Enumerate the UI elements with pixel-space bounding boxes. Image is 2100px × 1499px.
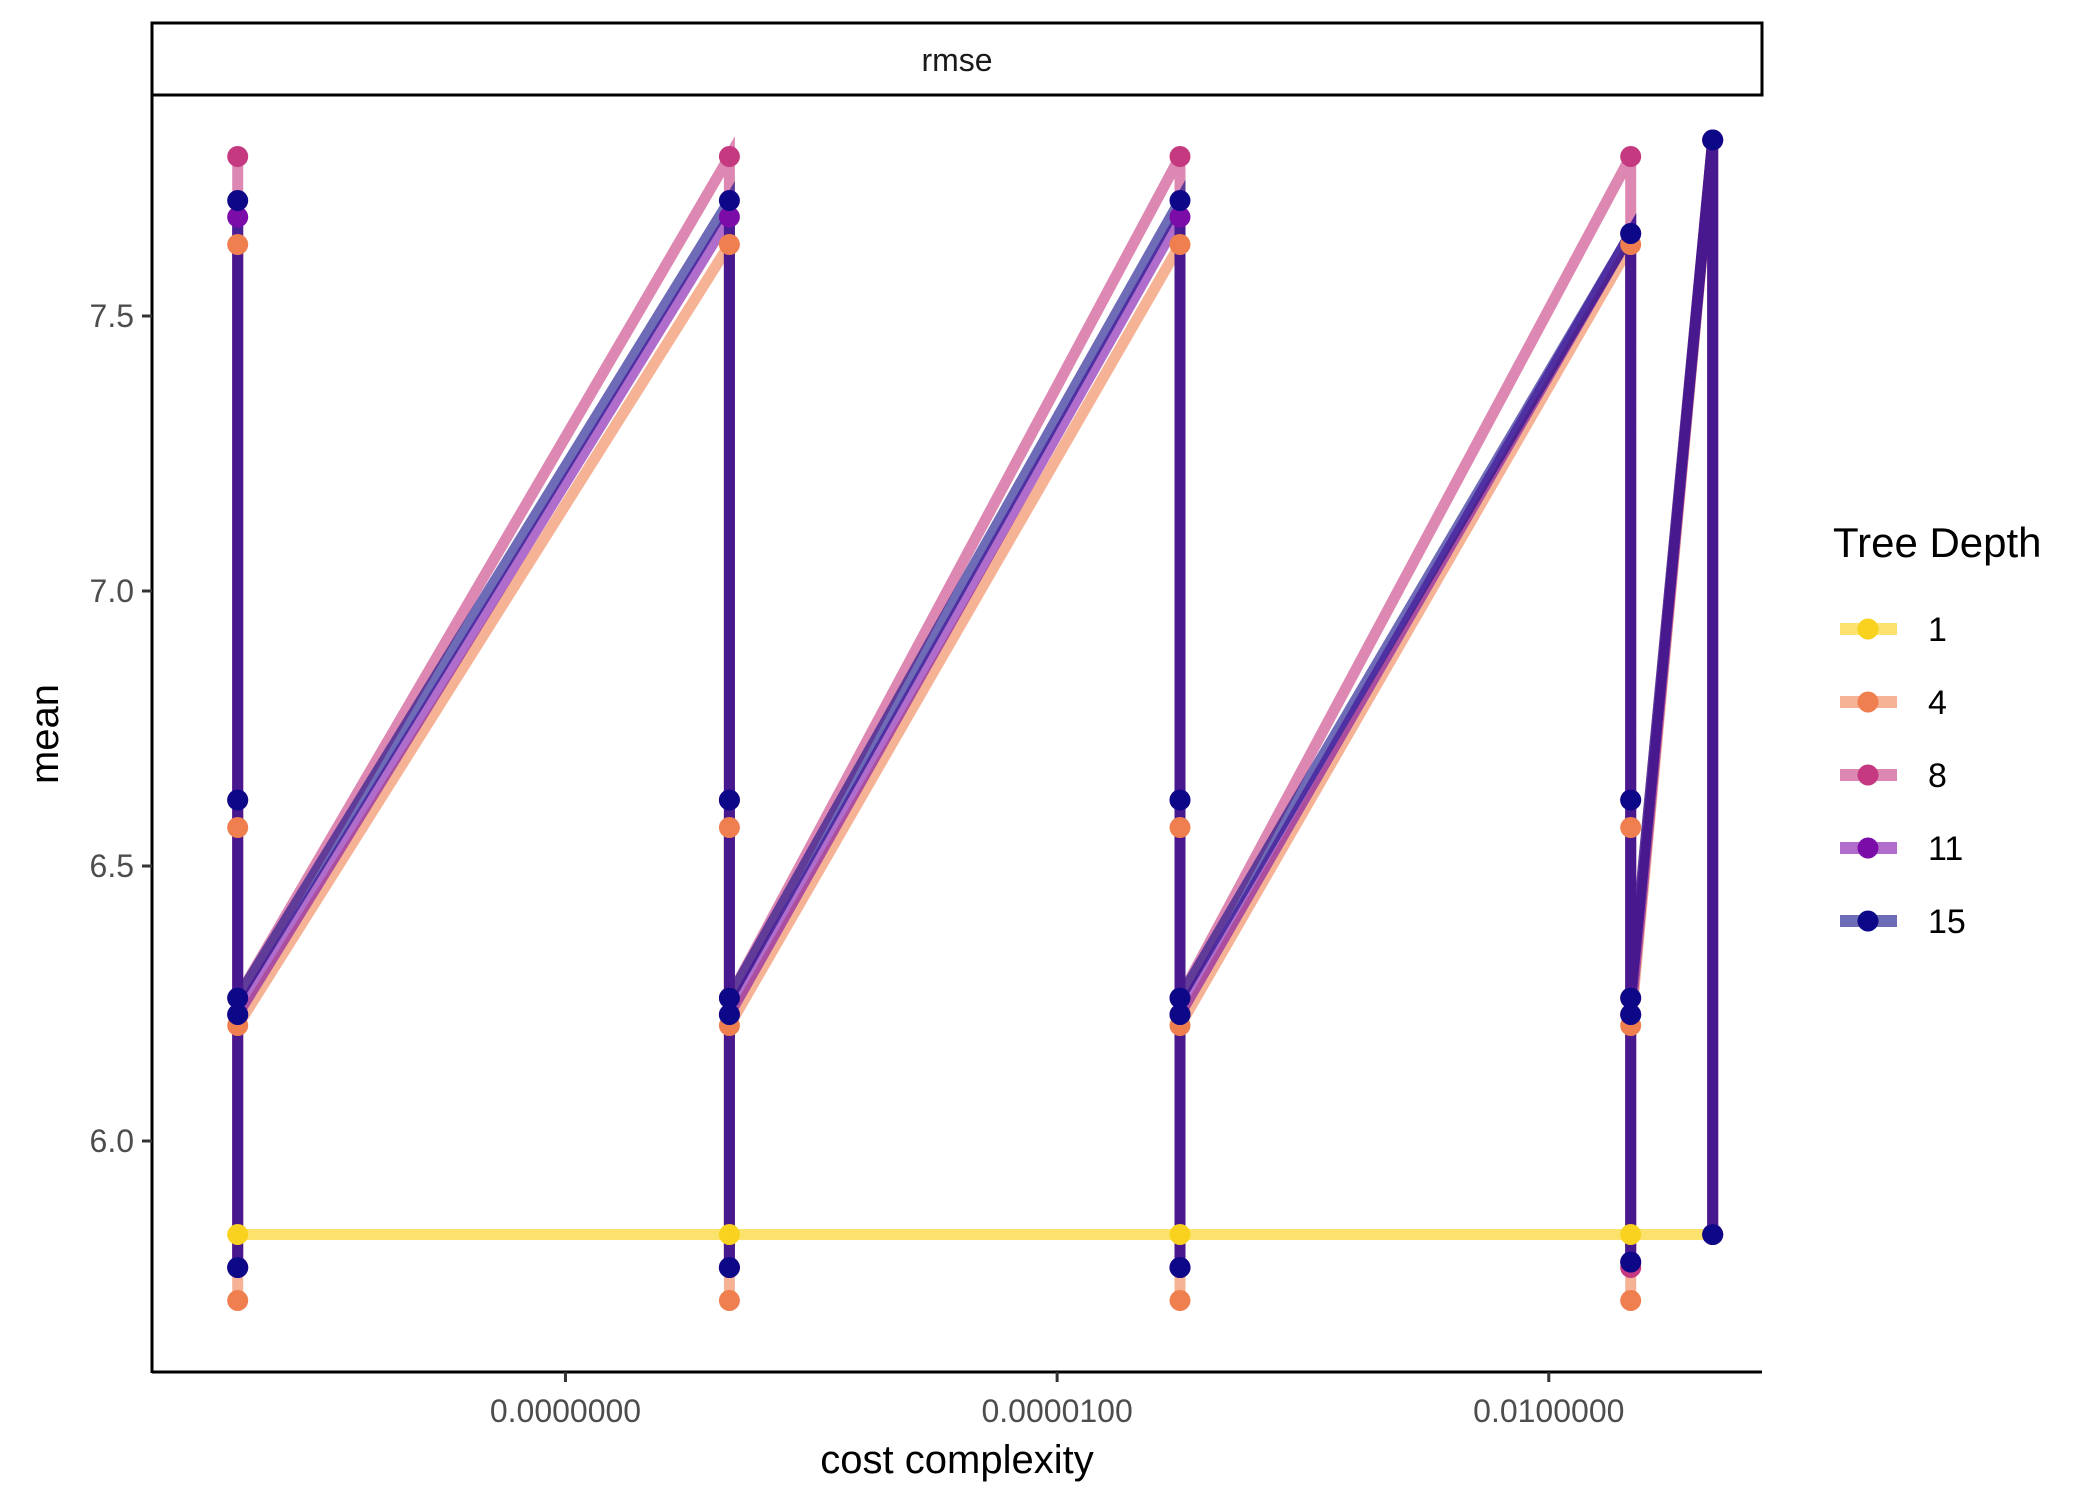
data-point-depth-15 xyxy=(1620,1004,1642,1025)
data-point-depth-15 xyxy=(1620,223,1642,244)
data-point-depth-11 xyxy=(1169,206,1191,228)
legend-label: 11 xyxy=(1928,830,1963,868)
data-point-depth-15 xyxy=(227,190,249,211)
legend-key-point xyxy=(1857,910,1879,932)
y-tick-label: 7.0 xyxy=(90,573,134,609)
legend: Tree Depth 1 4 8 11 15 xyxy=(1833,519,2042,941)
legend-label: 8 xyxy=(1928,757,1947,795)
legend-label: 4 xyxy=(1928,684,1947,722)
legend-label: 15 xyxy=(1928,903,1966,941)
x-tick-label: 0.0000100 xyxy=(981,1393,1132,1429)
x-tick-label: 0.0000000 xyxy=(490,1393,641,1429)
data-point-depth-4 xyxy=(1169,234,1191,255)
data-point-depth-15 xyxy=(1702,1224,1724,1245)
data-point-depth-4 xyxy=(718,1290,740,1311)
data-point-depth-1 xyxy=(718,1224,740,1245)
legend-key-point xyxy=(1857,837,1879,859)
data-point-depth-15 xyxy=(1620,789,1642,811)
data-point-depth-15 xyxy=(718,789,740,811)
data-point-depth-4 xyxy=(1169,1290,1191,1311)
data-point-depth-15 xyxy=(718,1257,740,1278)
data-point-depth-4 xyxy=(1169,817,1191,838)
data-point-depth-15 xyxy=(227,987,249,1009)
data-point-depth-11 xyxy=(718,206,740,228)
series-line-depth-4 xyxy=(232,139,1719,1301)
series-line-depth-8 xyxy=(232,136,1719,1268)
data-point-depth-8 xyxy=(1169,146,1191,167)
data-point-depth-15 xyxy=(227,789,249,811)
data-point-depth-4 xyxy=(1620,817,1642,838)
legend-key-point xyxy=(1857,764,1879,786)
legend-title: Tree Depth xyxy=(1833,519,2042,566)
data-point-depth-15 xyxy=(1169,987,1191,1009)
data-point-depth-4 xyxy=(227,817,249,838)
legend-key-point xyxy=(1857,691,1879,713)
y-axis-title: mean xyxy=(23,684,67,784)
y-tick-label: 6.0 xyxy=(90,1123,134,1159)
series-line-depth-15 xyxy=(232,139,1719,1268)
data-point-depth-8 xyxy=(718,146,740,167)
x-axis-title: cost complexity xyxy=(820,1438,1093,1482)
data-point-depth-15 xyxy=(1620,987,1642,1009)
facet-strip xyxy=(150,21,1764,97)
data-point-depth-8 xyxy=(227,146,249,167)
data-point-depth-4 xyxy=(718,234,740,255)
legend-key-point xyxy=(1857,618,1879,640)
legend-label: 1 xyxy=(1928,611,1947,649)
data-point-depth-15 xyxy=(1169,789,1191,811)
data-point-depth-4 xyxy=(227,1290,249,1311)
data-point-depth-15 xyxy=(1169,1004,1191,1025)
data-point-depth-15 xyxy=(1620,1251,1642,1273)
data-point-depth-4 xyxy=(227,234,249,255)
data-point-depth-8 xyxy=(1620,146,1642,167)
data-point-depth-1 xyxy=(1620,1224,1642,1245)
data-point-depth-4 xyxy=(1620,1290,1642,1311)
data-point-depth-15 xyxy=(1169,1257,1191,1278)
data-point-depth-15 xyxy=(1702,129,1724,151)
data-point-depth-15 xyxy=(227,1257,249,1278)
series-lines xyxy=(232,136,1719,1301)
facet-label: rmse xyxy=(921,42,992,78)
series-points xyxy=(227,129,1724,1311)
x-axis-ticks: 0.0000000 0.0000100 0.0100000 xyxy=(490,1372,1624,1429)
data-point-depth-15 xyxy=(1169,190,1191,211)
data-point-depth-15 xyxy=(227,1004,249,1025)
data-point-depth-15 xyxy=(718,987,740,1009)
data-point-depth-15 xyxy=(718,190,740,211)
y-axis-ticks: 6.0 6.5 7.0 7.5 xyxy=(90,298,152,1159)
data-point-depth-4 xyxy=(718,817,740,838)
series-line-depth-11 xyxy=(232,139,1719,1268)
data-point-depth-15 xyxy=(718,1004,740,1025)
y-tick-label: 7.5 xyxy=(90,298,134,334)
y-tick-label: 6.5 xyxy=(90,848,134,884)
data-point-depth-11 xyxy=(227,206,249,228)
x-tick-label: 0.0100000 xyxy=(1473,1393,1624,1429)
data-point-depth-1 xyxy=(1169,1224,1191,1245)
data-point-depth-1 xyxy=(227,1224,249,1245)
